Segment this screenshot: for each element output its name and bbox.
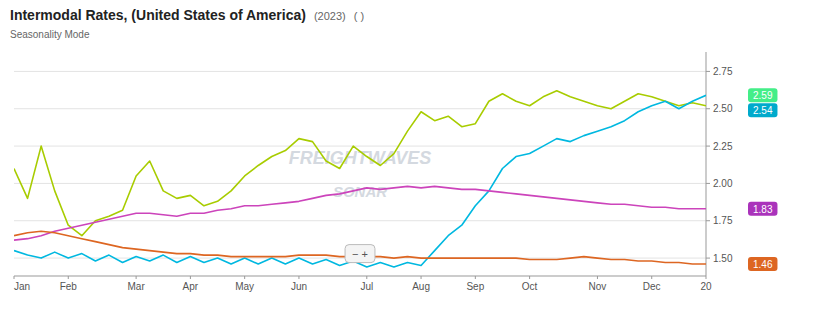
- y-tick-label: 2.50: [713, 103, 733, 114]
- title-note: (2023): [314, 10, 346, 22]
- zoom-button-text[interactable]: − +: [352, 248, 368, 260]
- y-tick: [706, 183, 710, 184]
- end-label-box: [748, 88, 777, 102]
- x-tick: [68, 276, 69, 279]
- x-tick-label: Sep: [466, 281, 484, 292]
- line: [14, 231, 706, 264]
- zoom-button[interactable]: − +: [345, 245, 375, 263]
- y-axis-line: [706, 52, 707, 276]
- end-label: 2.54: [748, 103, 777, 117]
- y-tick-label: 1.50: [713, 253, 733, 264]
- y-tick: [706, 108, 710, 109]
- x-tick-label: Jul: [360, 281, 373, 292]
- end-label: 2.59: [748, 88, 777, 102]
- chart: Intermodal Rates, (United States of Amer…: [0, 0, 831, 309]
- end-label: 1.46: [748, 257, 777, 271]
- end-label: 1.83: [748, 202, 777, 216]
- zoom-button-box[interactable]: [345, 245, 375, 263]
- x-tick-label: Dec: [643, 281, 661, 292]
- x-tick-label: 20: [700, 281, 712, 292]
- end-label-text: 2.54: [753, 105, 773, 116]
- y-tick-label: 1.75: [713, 215, 733, 226]
- end-label-box: [748, 257, 777, 271]
- x-tick: [190, 276, 191, 279]
- y-tick: [706, 258, 710, 259]
- grid-line: [14, 108, 706, 109]
- x-tick: [244, 276, 245, 279]
- line: [14, 95, 706, 267]
- y-tick-label: 2.25: [713, 141, 733, 152]
- x-tick: [14, 276, 15, 279]
- end-label-box: [748, 103, 777, 117]
- x-tick-label: Aug: [412, 281, 430, 292]
- x-tick: [136, 276, 137, 279]
- y-tick-label: 2.75: [713, 66, 733, 77]
- end-label-text: 1.83: [753, 204, 773, 215]
- x-tick: [706, 276, 707, 279]
- line: [14, 91, 706, 236]
- grid-line: [14, 71, 706, 72]
- x-tick-label: Jun: [291, 281, 307, 292]
- x-tick-label: Apr: [183, 281, 199, 292]
- title-note: ( ): [354, 10, 364, 22]
- watermark: SONAR: [333, 183, 387, 200]
- end-label-box: [748, 202, 777, 216]
- x-tick-label: Nov: [589, 281, 607, 292]
- x-tick-label: Feb: [60, 281, 78, 292]
- lines: [14, 91, 706, 267]
- grid-line: [14, 146, 706, 147]
- grid-line: [14, 220, 706, 221]
- title: Intermodal Rates, (United States of Amer…: [10, 7, 306, 23]
- x-tick: [298, 276, 299, 279]
- x-tick-label: May: [235, 281, 254, 292]
- line: [14, 186, 706, 240]
- y-tick-label: 2.00: [713, 178, 733, 189]
- y-tick: [706, 71, 710, 72]
- x-tick: [421, 276, 422, 279]
- x-tick: [366, 276, 367, 279]
- end-label-text: 2.59: [753, 90, 773, 101]
- x-tick-label: Jan: [14, 281, 30, 292]
- x-tick-label: Oct: [522, 281, 538, 292]
- y-tick: [706, 220, 710, 221]
- x-tick: [651, 276, 652, 279]
- grid: [14, 71, 706, 258]
- subtitle: Seasonality Mode: [10, 29, 90, 40]
- x-tick: [529, 276, 530, 279]
- end-label-text: 1.46: [753, 259, 773, 270]
- x-axis-line: [14, 276, 706, 277]
- x-tick: [475, 276, 476, 279]
- y-tick: [706, 146, 710, 147]
- x-tick: [597, 276, 598, 279]
- x-tick-label: Mar: [128, 281, 146, 292]
